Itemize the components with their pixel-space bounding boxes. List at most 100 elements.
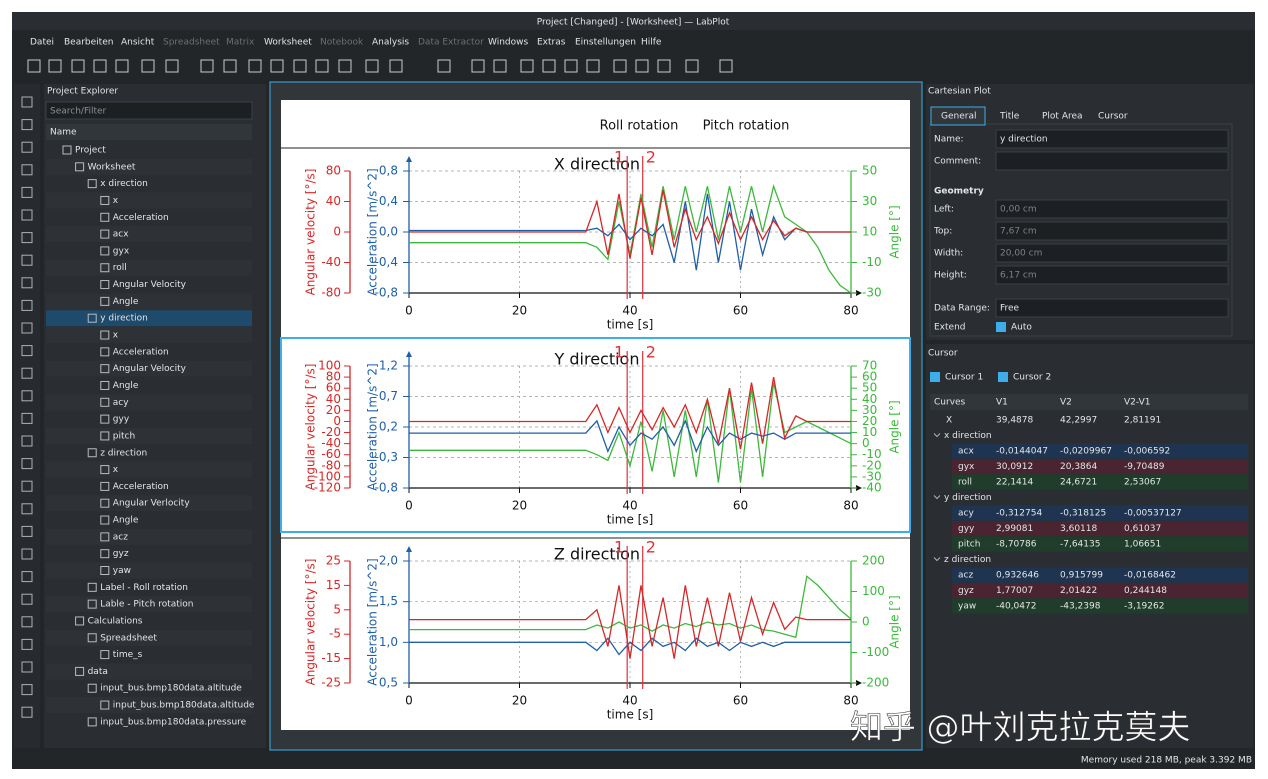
menu-item[interactable]: Einstellungen — [575, 38, 636, 48]
tree-item[interactable]: Angle — [113, 516, 139, 526]
tree-item[interactable]: x — [113, 331, 119, 341]
toolbar-button[interactable] — [248, 59, 262, 73]
menu-item[interactable]: Analysis — [372, 38, 409, 48]
menu-item[interactable]: Hilfe — [641, 38, 662, 48]
tree-item[interactable]: x direction — [100, 179, 148, 189]
toolbar-button[interactable] — [719, 59, 733, 73]
field-box[interactable] — [995, 243, 1229, 263]
tool-button[interactable] — [21, 548, 33, 560]
menu-item[interactable]: Ansicht — [121, 38, 155, 48]
tool-button[interactable] — [21, 661, 33, 673]
tool-button[interactable] — [21, 96, 33, 108]
tree-item[interactable]: Lable - Pitch rotation — [100, 600, 193, 610]
toolbar-button[interactable] — [635, 59, 649, 73]
tree-item[interactable]: x — [113, 196, 119, 206]
toolbar-button[interactable] — [471, 59, 485, 73]
toolbar-button[interactable] — [200, 59, 214, 73]
field-box[interactable] — [995, 265, 1229, 285]
tool-button[interactable] — [21, 299, 33, 311]
tool-button[interactable] — [21, 638, 33, 650]
tree-item[interactable]: Spreadsheet — [100, 633, 157, 643]
tool-button[interactable] — [21, 345, 33, 357]
field-box[interactable] — [995, 298, 1229, 318]
tree-item[interactable]: yaw — [113, 566, 131, 576]
tree-item[interactable]: data — [88, 667, 108, 677]
toolbar-button[interactable] — [365, 59, 379, 73]
tool-button[interactable] — [21, 209, 33, 221]
tree-item[interactable]: gyz — [113, 549, 129, 559]
toolbar-button[interactable] — [293, 59, 307, 73]
toolbar-button[interactable] — [437, 59, 451, 73]
toolbar-button[interactable] — [338, 59, 352, 73]
tool-button[interactable] — [21, 232, 33, 244]
tool-button[interactable] — [21, 571, 33, 583]
menu-item[interactable]: Data Extractor — [418, 38, 484, 48]
toolbar-button[interactable] — [586, 59, 600, 73]
menu-item[interactable]: Matrix — [226, 38, 255, 48]
toolbar-button[interactable] — [685, 59, 699, 73]
tool-button[interactable] — [21, 684, 33, 696]
toolbar-button[interactable] — [115, 59, 129, 73]
tool-button[interactable] — [21, 525, 33, 537]
tool-button[interactable] — [21, 458, 33, 470]
tree-item[interactable]: Acceleration — [113, 213, 169, 223]
tool-button[interactable] — [21, 141, 33, 153]
field-box[interactable] — [995, 151, 1229, 171]
menu-item[interactable]: Notebook — [320, 38, 364, 48]
menu-item[interactable]: Spreadsheet — [163, 38, 220, 48]
tool-button[interactable] — [21, 186, 33, 198]
toolbar-button[interactable] — [564, 59, 578, 73]
tree-item[interactable]: Angle — [113, 381, 139, 391]
tree-item[interactable]: acx — [113, 230, 129, 240]
menu-item[interactable]: Worksheet — [264, 38, 312, 48]
tree-item[interactable]: time_s — [113, 650, 143, 660]
tree-item[interactable]: Angular Velocity — [113, 280, 187, 290]
tab[interactable]: Plot Area — [1042, 112, 1083, 122]
tool-button[interactable] — [21, 119, 33, 131]
tree-item[interactable]: Label - Roll rotation — [100, 583, 188, 593]
tree-item[interactable]: Angular Velocity — [113, 364, 187, 374]
tool-button[interactable] — [21, 277, 33, 289]
toolbar-button[interactable] — [141, 59, 155, 73]
tree-item[interactable]: Calculations — [88, 616, 143, 626]
toolbar-button[interactable] — [542, 59, 556, 73]
tool-button[interactable] — [21, 706, 33, 718]
field-box[interactable] — [995, 199, 1229, 219]
toolbar-button[interactable] — [493, 59, 507, 73]
toolbar-button[interactable] — [165, 59, 179, 73]
field-box[interactable] — [995, 221, 1229, 241]
tool-button[interactable] — [21, 593, 33, 605]
tool-button[interactable] — [21, 390, 33, 402]
toolbar-button[interactable] — [520, 59, 534, 73]
tree-item[interactable]: Project — [75, 146, 106, 156]
menu-item[interactable]: Bearbeiten — [64, 38, 113, 48]
checkbox[interactable] — [998, 372, 1008, 382]
tree-item[interactable]: gyx — [113, 246, 130, 256]
menu-item[interactable]: Datei — [30, 38, 54, 48]
tool-button[interactable] — [21, 164, 33, 176]
tool-button[interactable] — [21, 435, 33, 447]
tree-item[interactable]: Angle — [113, 297, 139, 307]
toolbar-button[interactable] — [223, 59, 237, 73]
tool-button[interactable] — [21, 503, 33, 515]
tree-item[interactable]: input_bus.bmp180data.altitude — [113, 701, 255, 711]
tool-button[interactable] — [21, 616, 33, 628]
search-box[interactable] — [45, 101, 253, 120]
field-box[interactable] — [995, 129, 1229, 149]
tree-item[interactable]: y direction — [100, 314, 148, 324]
tree-item[interactable]: z direction — [100, 448, 147, 458]
toolbar-button[interactable] — [48, 59, 62, 73]
tree-item[interactable]: Worksheet — [88, 162, 136, 172]
tree-item[interactable]: input_bus.bmp180data.altitude — [100, 684, 242, 694]
toolbar-button[interactable] — [613, 59, 627, 73]
tree-item[interactable]: gyy — [113, 415, 130, 425]
tree-item[interactable]: pitch — [113, 431, 135, 441]
tool-button[interactable] — [21, 322, 33, 334]
toolbar-button[interactable] — [270, 59, 284, 73]
menu-item[interactable]: Extras — [537, 38, 566, 48]
menu-item[interactable]: Windows — [488, 38, 528, 48]
toolbar-button[interactable] — [27, 59, 41, 73]
checkbox[interactable] — [930, 372, 940, 382]
tool-button[interactable] — [21, 254, 33, 266]
tab[interactable]: Title — [999, 112, 1020, 122]
